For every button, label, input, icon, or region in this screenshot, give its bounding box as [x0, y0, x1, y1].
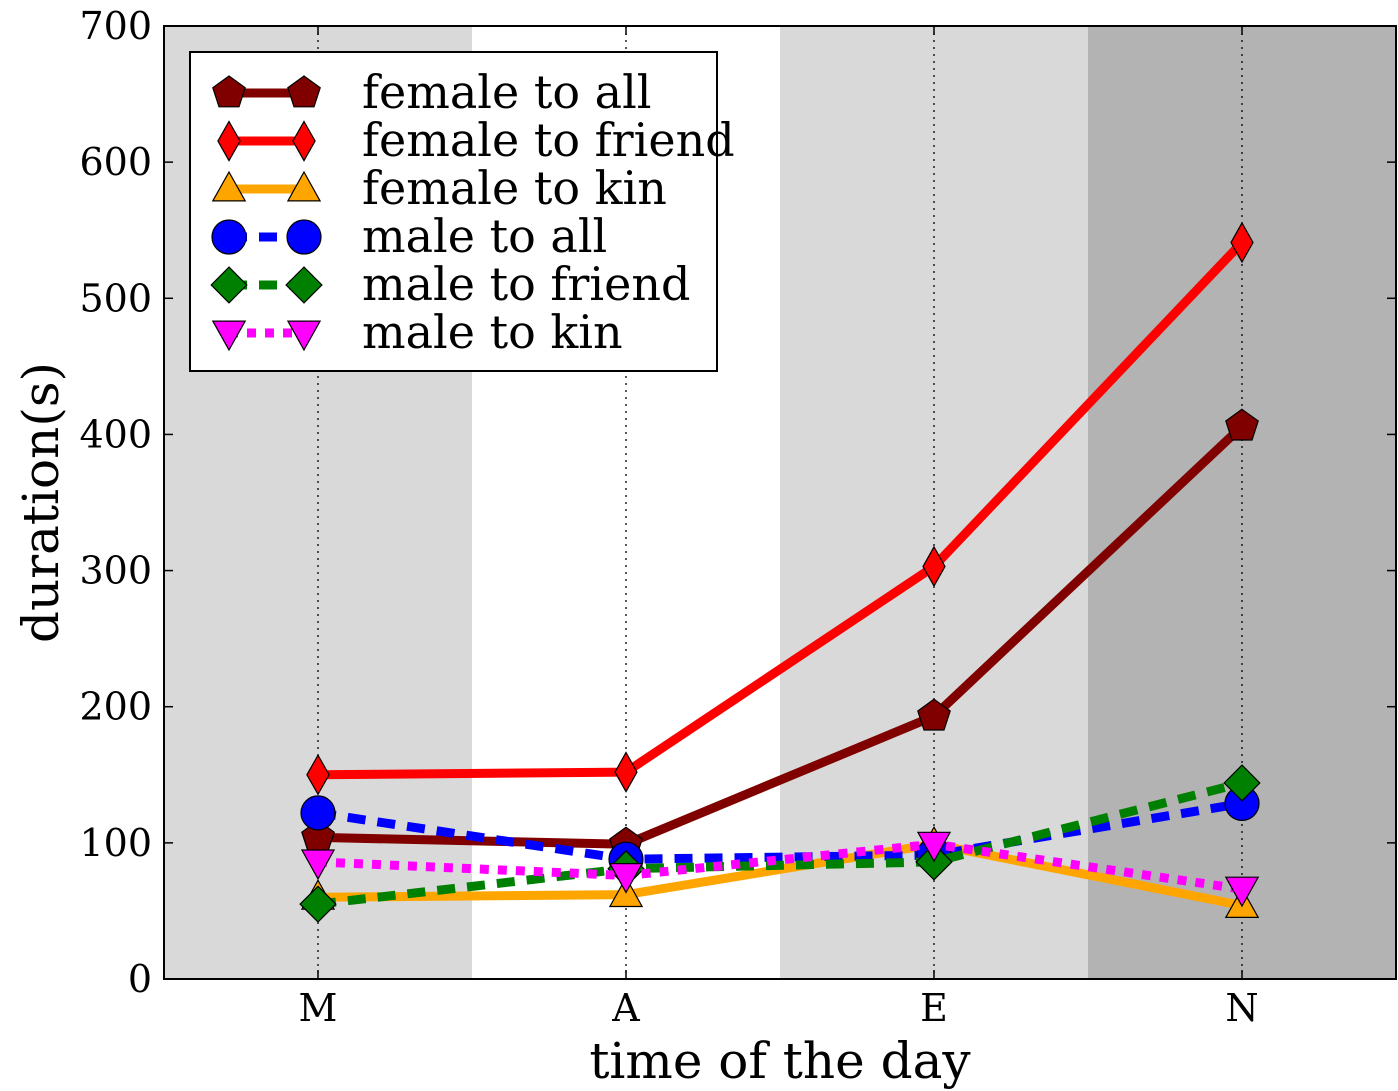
vertical-gridlines [317, 26, 1243, 979]
y-tick-label: 600 [79, 140, 152, 184]
axis-ticks: 0 100 200 300 400 500 600 700 M A E N [79, 4, 1396, 1030]
y-tick-label: 700 [79, 4, 152, 48]
data-point-male-to-kin-e [916, 831, 952, 863]
legend-marker-male-to-friend [210, 266, 248, 304]
x-tick-label: N [1225, 986, 1258, 1030]
legend-box [189, 51, 718, 372]
data-point-male-to-kin-a [608, 862, 644, 894]
data-point-male-to-friend-n [1223, 764, 1261, 802]
legend-label-female-to-friend: female to friend [362, 113, 735, 167]
legend-label-female-to-all: female to all [362, 65, 652, 119]
data-point-male-to-kin-n [1224, 876, 1260, 908]
x-tick-label: E [920, 986, 948, 1030]
y-tick-label: 0 [128, 957, 152, 1001]
legend-marker-male-to-all [211, 219, 247, 255]
series-line-female-to-all [317, 423, 1246, 849]
data-point-female-to-all-e [917, 698, 951, 731]
legend-label-male-to-kin: male to kin [362, 305, 623, 359]
series-line-male-to-all [317, 798, 1243, 864]
series-female-to-friend [306, 221, 1254, 796]
legend-marker-male-to-kin [211, 320, 247, 352]
legend-marker-male-to-friend [285, 266, 323, 304]
legend-label-male-to-all: male to all [362, 209, 607, 263]
series-line-male-to-friend [317, 778, 1244, 909]
data-series [299, 221, 1261, 923]
x-axis-title: time of the day [589, 1032, 971, 1090]
data-point-female-to-all-n [1225, 408, 1259, 441]
y-tick-label: 500 [79, 276, 152, 320]
legend-marker-female-to-all [212, 75, 246, 108]
series-line-female-to-friend [317, 239, 1246, 780]
legend-marker-female-to-all [287, 75, 321, 108]
legend-marker-male-to-kin [286, 320, 322, 352]
legend-label-male-to-friend: male to friend [362, 257, 690, 311]
data-point-female-to-friend-e [922, 545, 946, 588]
legend-marker-female-to-friend [292, 120, 316, 162]
legend-marker-female-to-kin [211, 170, 247, 202]
data-point-male-to-all-m [300, 795, 336, 831]
x-tick-label: A [611, 986, 640, 1030]
y-axis-title: duration(s) [12, 362, 70, 643]
legend-label-female-to-kin: female to kin [362, 161, 667, 215]
plot-frame [163, 25, 1397, 980]
data-point-male-to-friend-m [299, 885, 337, 923]
y-tick-label: 200 [79, 685, 152, 729]
data-point-female-to-friend-a [614, 751, 638, 793]
data-point-male-to-kin-m [300, 849, 336, 881]
data-point-female-to-friend-n [1230, 221, 1254, 264]
y-tick-label: 400 [79, 412, 152, 456]
legend-marker-female-to-kin [286, 170, 322, 202]
legend-marker-female-to-friend [217, 120, 241, 162]
data-point-female-to-friend-m [306, 753, 330, 796]
y-tick-label: 300 [79, 549, 152, 593]
series-male-to-kin [300, 831, 1260, 908]
y-tick-label: 100 [79, 821, 152, 865]
legend-marker-male-to-all [286, 219, 322, 255]
x-tick-label: M [299, 986, 338, 1030]
